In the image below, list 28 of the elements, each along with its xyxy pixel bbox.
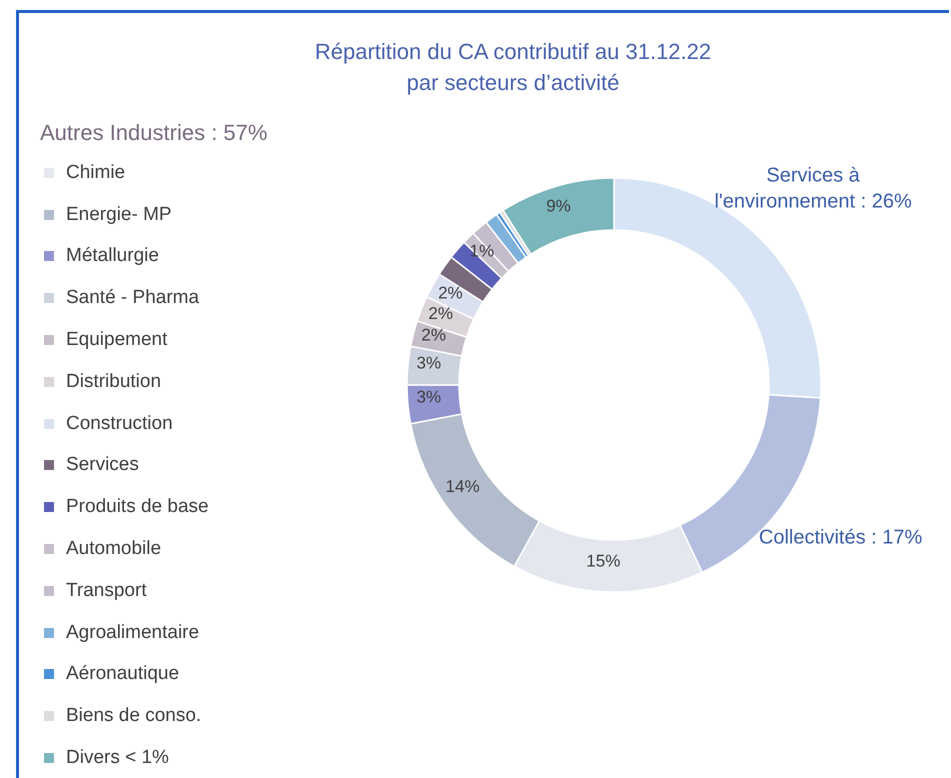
legend-label: Biens de conso.	[66, 705, 202, 728]
legend-label: Energie- MP	[66, 204, 172, 226]
legend-label: Services	[66, 454, 139, 476]
data-label: 1%	[470, 242, 494, 261]
data-label: 2%	[428, 304, 453, 323]
legend-label: Produits de base	[66, 496, 209, 518]
legend-label: Equipement	[66, 329, 168, 352]
data-label: 9%	[546, 196, 571, 216]
slice-label: Services à l'environnement : 26%	[714, 164, 912, 212]
chart-title: Répartition du CA contributif au 31.12.22 par secteurs d’activité	[314, 38, 712, 97]
data-label: 3%	[416, 388, 442, 407]
slice-label: Collectivités : 17%	[758, 526, 922, 548]
legend-title: Autres Industries : 57%	[40, 120, 268, 146]
data-label: 3%	[416, 353, 442, 372]
data-label: 2%	[438, 283, 463, 302]
legend-label: Santé - Pharma	[66, 287, 200, 310]
legend-label: Métallurgie	[66, 245, 159, 268]
legend-label: Automobile	[66, 538, 162, 560]
data-label: 15%	[586, 551, 620, 570]
legend-label: Agroalimentaire	[66, 622, 200, 644]
legend-label: Construction	[66, 412, 173, 435]
legend-label: Chimie	[66, 162, 126, 184]
legend-label: Divers < 1%	[66, 747, 169, 770]
legend-label: Aéronautique	[66, 663, 180, 686]
legend-label: Distribution	[66, 370, 162, 393]
data-label: 14%	[446, 476, 480, 496]
legend-label: Transport	[66, 580, 147, 602]
data-label: 2%	[421, 325, 446, 344]
